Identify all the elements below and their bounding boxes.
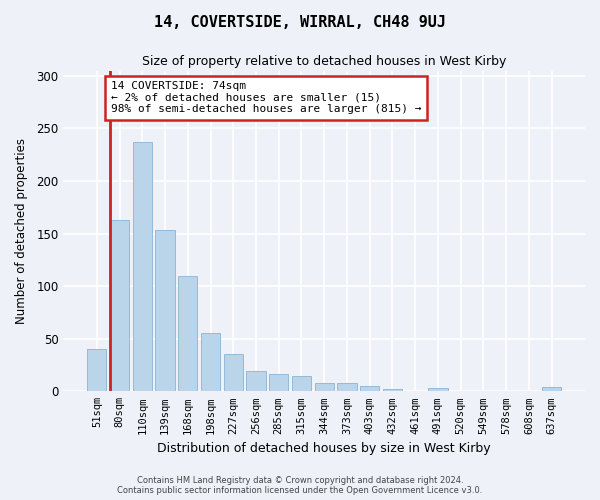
Text: 14, COVERTSIDE, WIRRAL, CH48 9UJ: 14, COVERTSIDE, WIRRAL, CH48 9UJ	[154, 15, 446, 30]
Bar	[178, 276, 197, 392]
Title: Size of property relative to detached houses in West Kirby: Size of property relative to detached ho…	[142, 55, 506, 68]
Text: Contains HM Land Registry data © Crown copyright and database right 2024.
Contai: Contains HM Land Registry data © Crown c…	[118, 476, 482, 495]
Bar	[247, 372, 266, 392]
Bar	[224, 354, 243, 392]
Bar	[337, 383, 356, 392]
Bar	[87, 349, 106, 392]
Bar	[360, 386, 379, 392]
Bar	[383, 389, 402, 392]
Bar	[292, 376, 311, 392]
Bar	[201, 334, 220, 392]
X-axis label: Distribution of detached houses by size in West Kirby: Distribution of detached houses by size …	[157, 442, 491, 455]
Bar	[428, 388, 448, 392]
Y-axis label: Number of detached properties: Number of detached properties	[15, 138, 28, 324]
Bar	[269, 374, 289, 392]
Bar	[314, 383, 334, 392]
Bar	[133, 142, 152, 392]
Bar	[155, 230, 175, 392]
Bar	[110, 220, 129, 392]
Text: 14 COVERTSIDE: 74sqm
← 2% of detached houses are smaller (15)
98% of semi-detach: 14 COVERTSIDE: 74sqm ← 2% of detached ho…	[111, 81, 422, 114]
Bar	[542, 387, 561, 392]
